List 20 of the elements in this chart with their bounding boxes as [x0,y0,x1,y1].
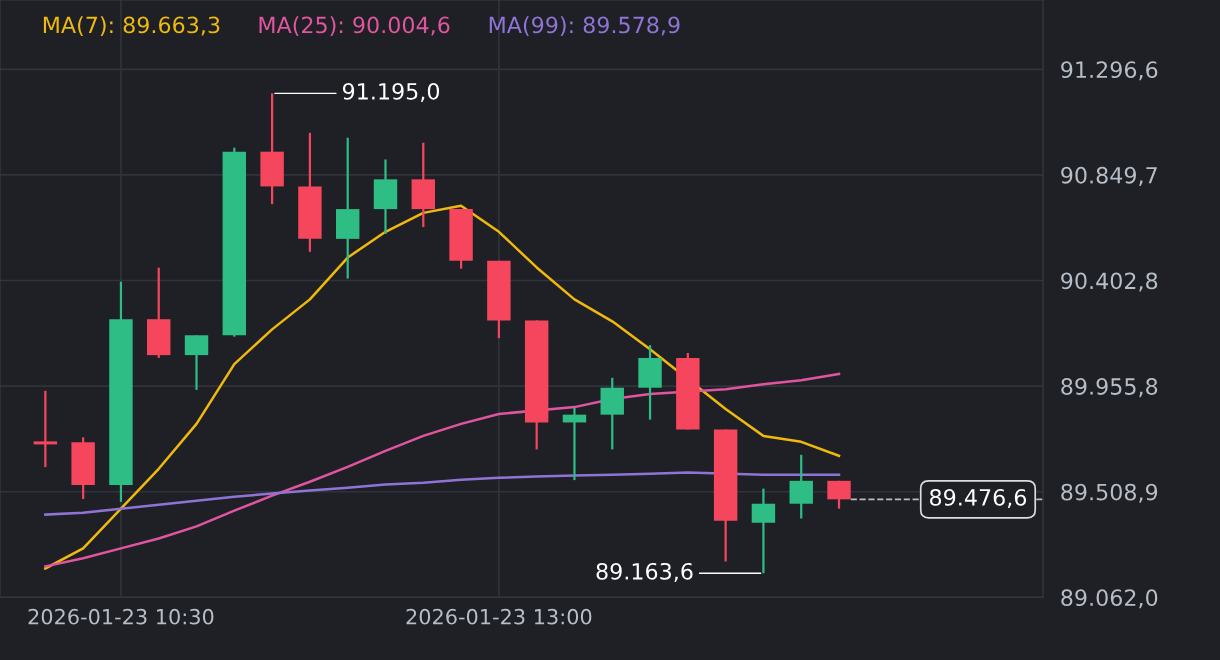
candlestick [789,453,813,520]
line-series [44,471,841,516]
candlestick [33,389,58,469]
y-tick-label: 90.402,8 [1061,272,1158,292]
x-tick-label: 2026-01-23 13:00 [406,608,592,625]
text: MA(99): 89.578,9 [489,16,680,36]
text: MA(25): 90.004,6 [259,16,450,36]
annotation: 89.163,6 [596,562,693,583]
y-tick-label: 89.508,9 [1061,483,1158,503]
candlestick [751,487,776,575]
y-tick-label: 89.062,0 [1061,589,1158,609]
candlestick [184,334,209,391]
x-tick-label: 2026-01-23 10:30 [28,608,214,625]
y-tick-label: 91.296,6 [1061,61,1158,81]
ref-line-label: 89.476,6 [930,488,1027,509]
y-tick-label: 90.849,7 [1061,166,1157,186]
annotation: 91.195,0 [342,82,440,103]
text: MA(7): 89.663,3 [43,16,220,36]
y-tick-label: 89.955,8 [1061,378,1158,398]
candlestick [827,479,851,510]
